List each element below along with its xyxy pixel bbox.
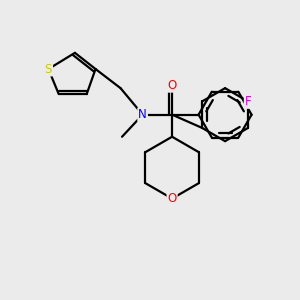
Text: F: F: [245, 95, 251, 108]
Text: O: O: [167, 192, 177, 205]
Text: N: N: [138, 108, 147, 121]
Text: O: O: [167, 79, 177, 92]
Text: S: S: [45, 62, 52, 76]
